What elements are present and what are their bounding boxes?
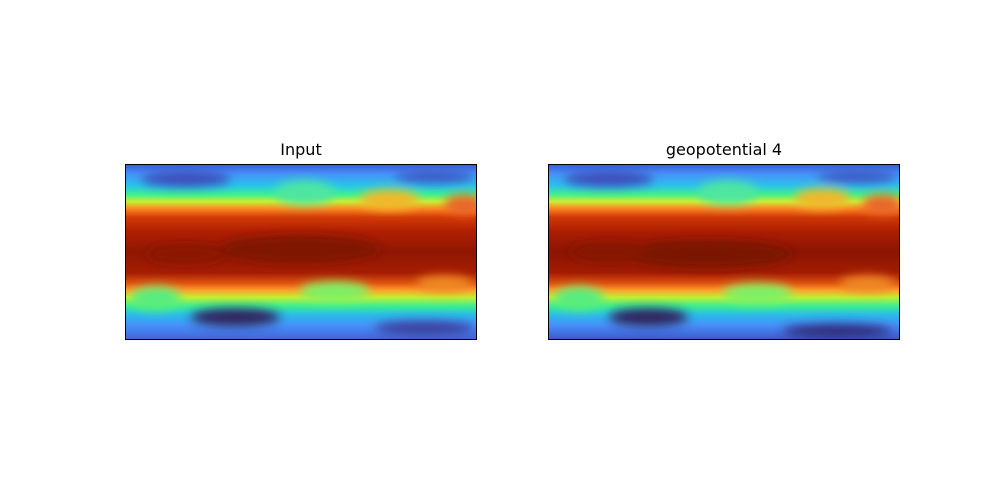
geopotential-heatmap-svg [549,165,899,339]
input-heatmap-svg [126,165,476,339]
input-heatmap [125,164,477,340]
geopotential-heatmap [548,164,900,340]
input-title: Input [280,140,322,159]
geopotential-title: geopotential 4 [665,140,783,159]
